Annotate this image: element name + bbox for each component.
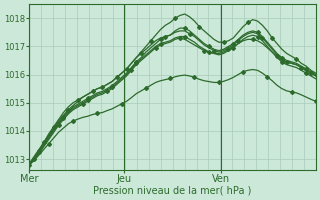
X-axis label: Pression niveau de la mer( hPa ): Pression niveau de la mer( hPa ) (93, 186, 252, 196)
